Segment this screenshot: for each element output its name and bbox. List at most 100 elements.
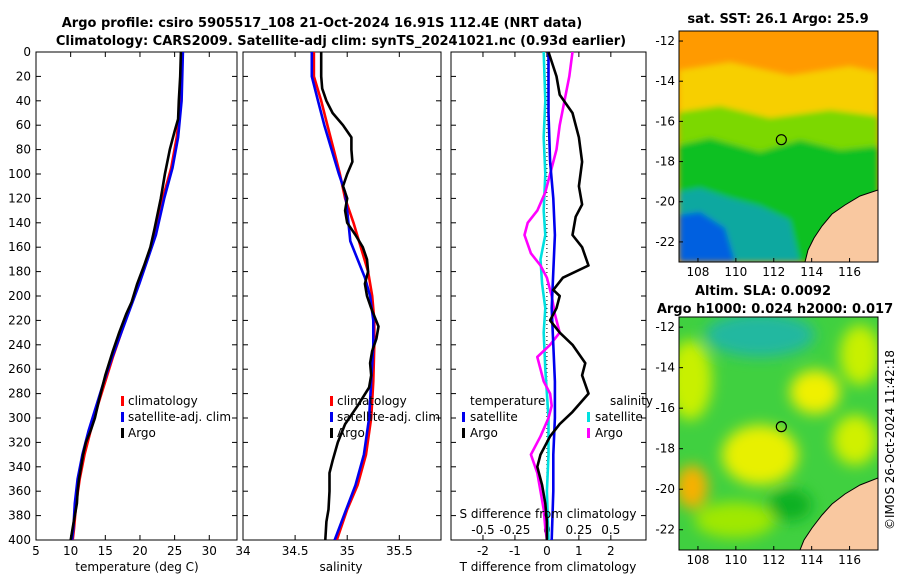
y-tick-label: 400 xyxy=(8,533,31,547)
legend-mark-argo xyxy=(121,428,124,438)
legend-mark-t-satellite xyxy=(462,412,465,422)
map-x-tick-label: 110 xyxy=(724,265,747,279)
sla-blob xyxy=(679,340,712,420)
map-y-tick-label: -16 xyxy=(655,114,675,128)
difference-xlabel: T difference from climatology xyxy=(459,560,637,574)
legend-label-t-argo: Argo xyxy=(470,426,498,440)
x-tick-label: 35.5 xyxy=(386,544,413,558)
map-y-tick-label: -22 xyxy=(655,235,675,249)
legend-label-satellite: satellite-adj. clim xyxy=(128,410,231,424)
map-y-tick-label: -16 xyxy=(655,401,675,415)
legend-mark-satellite xyxy=(330,412,333,422)
sst-map xyxy=(679,31,878,262)
map-y-tick-label: -18 xyxy=(655,442,675,456)
sla-float-marker xyxy=(775,421,787,433)
legend-label-satellite: satellite-adj. clim xyxy=(337,410,440,424)
x-tick-label: 10 xyxy=(63,544,78,558)
x-tick-label: 35 xyxy=(340,544,355,558)
sst-map-axes: 108 110 112 114 116 -12 -14 -16 -18 -20 -22 xyxy=(655,34,861,279)
map-x-tick-label: 116 xyxy=(838,265,861,279)
sla-land xyxy=(799,477,878,550)
sla-map-title2: Argo h1000: 0.024 h2000: 0.017 xyxy=(657,302,893,317)
legend-label-argo: Argo xyxy=(337,426,365,440)
x-tick-label: 20 xyxy=(132,544,147,558)
sst-land xyxy=(804,189,878,262)
imos-watermark: ©IMOS 26-Oct-2024 11:42:18 xyxy=(883,350,897,530)
legend-mark-argo xyxy=(330,428,333,438)
map-y-tick-label: -14 xyxy=(655,74,675,88)
legend-mark-climatology xyxy=(330,396,333,406)
legend-mark-climatology xyxy=(121,396,124,406)
salinity-legend: climatology satellite-adj. clim Argo xyxy=(330,394,440,440)
series-line-argo xyxy=(319,52,380,540)
difference-lines xyxy=(523,52,590,540)
sst-map-frame xyxy=(678,30,879,263)
y-tick-label: 240 xyxy=(8,338,31,352)
y-tick-label: 80 xyxy=(16,143,31,157)
legend-label-climatology: climatology xyxy=(337,394,407,408)
temperature-legend: climatology satellite-adj. clim Argo xyxy=(121,394,231,440)
map-x-tick-label: 114 xyxy=(800,265,823,279)
x-tick-label: -1 xyxy=(509,544,521,558)
x-tick-label: 5 xyxy=(32,544,40,558)
legend-title-salinity: salinity xyxy=(610,394,653,408)
legend-label-t-satellite: satellite xyxy=(470,410,518,424)
map-x-tick-label: 114 xyxy=(800,553,823,567)
legend-label-s-argo: Argo xyxy=(595,426,623,440)
x-tick-label: 25 xyxy=(167,544,182,558)
salinity-xlabel: salinity xyxy=(319,560,362,574)
sst-float-marker xyxy=(775,134,787,146)
series-line-t-satellite xyxy=(547,52,557,540)
salinity-lines xyxy=(310,52,380,540)
legend-mark-s-satellite xyxy=(587,412,590,422)
map-y-tick-label: -14 xyxy=(655,361,675,375)
figure-title-line1: Argo profile: csiro 5905517_108 21-Oct-2… xyxy=(62,16,583,31)
s-difference-label: S difference from climatology xyxy=(460,507,637,521)
y-tick-label: 280 xyxy=(8,387,31,401)
x-tick-label: 15 xyxy=(98,544,113,558)
y-tick-label: 220 xyxy=(8,313,31,327)
x-tick-label: 0 xyxy=(543,544,551,558)
difference-axes: -2 -1 0 1 2-0.5 -0.25 0 0.25 0.5 xyxy=(451,51,646,558)
salinity-panel xyxy=(242,51,442,541)
series-line-s-satellite xyxy=(539,52,550,540)
map-y-tick-label: -20 xyxy=(655,195,675,209)
sla-blob xyxy=(790,370,840,414)
sla-map-title1: Altim. SLA: 0.0092 xyxy=(695,284,831,299)
sla-blob xyxy=(705,317,815,357)
sla-blob xyxy=(833,415,877,465)
sla-blob xyxy=(768,489,812,521)
y-tick-label: 260 xyxy=(8,362,31,376)
temperature-xlabel: temperature (deg C) xyxy=(75,560,198,574)
x-tick-label: 34 xyxy=(235,544,250,558)
x-tick-label: 1 xyxy=(575,544,583,558)
y-tick-label: 180 xyxy=(8,265,31,279)
salinity-axes: 34 34.5 35 35.5 xyxy=(235,51,441,558)
y-tick-label: 120 xyxy=(8,191,31,205)
figure-title-line2: Climatology: CARS2009. Satellite-adj cli… xyxy=(56,34,626,49)
legend-label-s-satellite: satellite xyxy=(595,410,643,424)
y-tick-label: 360 xyxy=(8,484,31,498)
y-tick-label: 320 xyxy=(8,435,31,449)
x-tick-label: -2 xyxy=(477,544,489,558)
s-tick-label: -0.25 xyxy=(499,523,530,537)
y-tick-label: 20 xyxy=(16,69,31,83)
map-x-tick-label: 110 xyxy=(724,553,747,567)
map-y-tick-label: -12 xyxy=(655,320,675,334)
map-y-tick-label: -12 xyxy=(655,34,675,48)
series-line-argo xyxy=(69,52,183,540)
series-line-satellite-adj-clim xyxy=(310,52,375,540)
sla-map-axes: 108 110 112 114 116 -12 -14 -16 -18 -20 -22 xyxy=(655,320,861,567)
x-tick-label: 2 xyxy=(607,544,615,558)
s-tick-label: 0.25 xyxy=(566,523,593,537)
legend-label-climatology: climatology xyxy=(128,394,198,408)
map-y-tick-label: -18 xyxy=(655,155,675,169)
map-x-tick-label: 108 xyxy=(686,553,709,567)
legend-label-argo: Argo xyxy=(128,426,156,440)
sst-zone-far-southwest xyxy=(679,212,735,262)
sst-map-title: sat. SST: 26.1 Argo: 25.9 xyxy=(687,12,868,27)
y-tick-label: 340 xyxy=(8,460,31,474)
temperature-axes: 5 10 15 20 25 3002040608010012014016018020022… xyxy=(8,45,237,558)
difference-legend: temperature satellite Argo salinity sate… xyxy=(462,394,653,440)
